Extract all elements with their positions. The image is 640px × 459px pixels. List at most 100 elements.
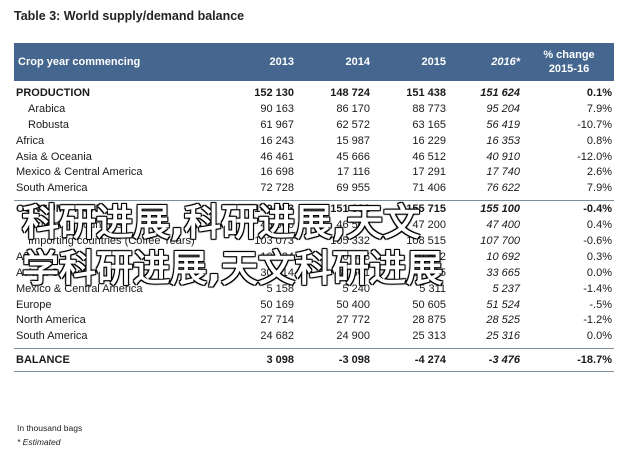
row-label: Asia & Oceania (16, 266, 92, 279)
cell-2014: 105 332 (330, 234, 370, 247)
supply-demand-table: Crop year commencing 2013 2014 2015 2016… (14, 43, 614, 373)
table-bottom-rule (14, 371, 614, 373)
cell-2014: 148 724 (330, 86, 370, 99)
row-label: BALANCE (16, 354, 70, 367)
cell-change: -1.4% (583, 282, 612, 295)
cell-change: -12.0% (577, 150, 612, 163)
cell-2016: 151 624 (480, 86, 520, 99)
table-row: Africa 16 243 15 987 16 229 16 353 0.8% (14, 133, 614, 149)
table-row: North America 27 714 27 772 28 875 28 52… (14, 312, 614, 328)
cell-2013: 30 714 (260, 266, 294, 279)
cell-2016: 47 400 (486, 219, 520, 232)
row-label: South America (16, 182, 88, 195)
cell-change: 2.6% (586, 166, 612, 179)
cell-2013: 72 728 (260, 182, 294, 195)
cell-change: 7.9% (586, 182, 612, 195)
balance-row: BALANCE 3 098 -3 098 -4 274 -3 476 -18.7… (14, 348, 614, 371)
cell-2016: 25 316 (486, 330, 520, 343)
cell-2016: 28 525 (486, 314, 520, 327)
table-row: Robusta 61 967 62 572 63 165 56 419 -10.… (14, 117, 614, 133)
cell-2016: 107 700 (480, 234, 520, 247)
cell-2014: 50 400 (336, 298, 370, 311)
cell-2015: 17 291 (412, 166, 446, 179)
cell-2015: 33 665 (412, 266, 446, 279)
row-label: Europe (16, 298, 52, 311)
cell-change: 0.3% (586, 250, 612, 263)
table-row: Africa 10 524 10 436 10 662 10 692 0.3% (14, 249, 614, 265)
production-row: PRODUCTION 152 130 148 724 151 438 151 6… (14, 85, 614, 101)
cell-2013: 103 073 (254, 234, 294, 247)
cell-2014: -3 098 (338, 354, 370, 367)
cell-2015: 46 512 (412, 150, 446, 163)
cell-2013: 27 714 (260, 314, 294, 327)
table-row: South America 72 728 69 955 71 406 76 62… (14, 180, 614, 196)
row-label: Asia & Oceania (16, 150, 92, 163)
cell-2013: 149 073 (254, 203, 294, 216)
row-label: PRODUCTION (16, 86, 90, 99)
cell-2016: 155 100 (480, 203, 520, 216)
cell-change: -.5% (589, 298, 612, 311)
cell-2016: 33 665 (486, 266, 520, 279)
cell-2015: 25 313 (412, 330, 446, 343)
cell-2014: 27 772 (336, 314, 370, 327)
cell-2013: 61 967 (260, 118, 294, 131)
cell-change: -0.6% (583, 234, 612, 247)
row-label: South America (16, 330, 88, 343)
table-row: Mexico & Central America 16 698 17 116 1… (14, 164, 614, 180)
cell-2015: 155 715 (406, 203, 446, 216)
cell-2014: 32 601 (336, 266, 370, 279)
cell-2015: 50 605 (412, 298, 446, 311)
cell-2013: 10 524 (260, 250, 294, 263)
cell-2015: 28 875 (412, 314, 446, 327)
cell-2016: 10 692 (486, 250, 520, 263)
cell-2013: 16 243 (260, 134, 294, 147)
cell-2014: 15 987 (336, 134, 370, 147)
cell-2015: 47 200 (412, 219, 446, 232)
cell-change: 0.1% (586, 86, 612, 99)
cell-2013: 152 130 (254, 86, 294, 99)
header-2013: 2013 (269, 56, 294, 68)
cell-2015: 108 515 (406, 234, 446, 247)
row-label: Africa (16, 250, 45, 263)
cell-2013: 46 461 (260, 150, 294, 163)
cell-2015: 10 662 (412, 250, 446, 263)
cell-2016: 76 622 (486, 182, 520, 195)
cell-2016: 56 419 (486, 118, 520, 131)
header-change-line2: 2015-16 (548, 63, 590, 75)
cell-2013: 5 158 (266, 282, 294, 295)
table-row: Arabica 90 163 86 170 88 773 95 204 7.9% (14, 101, 614, 117)
cell-2014: 10 436 (336, 250, 370, 263)
cell-2013: 90 163 (260, 102, 294, 115)
cell-2014: 46 500 (336, 219, 370, 232)
header-2014: 2014 (345, 56, 370, 68)
cell-2016: 17 740 (486, 166, 520, 179)
header-change-line1: % change (543, 49, 595, 61)
cell-2014: 24 900 (336, 330, 370, 343)
cell-2014: 69 955 (336, 182, 370, 195)
table-row: Mexico & Central America 5 158 5 240 5 3… (14, 281, 614, 297)
cell-2014: 17 116 (337, 166, 370, 179)
cell-2014: 45 666 (336, 150, 370, 163)
row-label: Africa (16, 134, 45, 147)
cell-2015: 151 438 (406, 86, 446, 99)
row-label: Arabica (28, 102, 66, 115)
cell-2014: 86 170 (336, 102, 370, 115)
header-label: Crop year commencing (18, 56, 141, 68)
cell-change: -1.2% (583, 314, 612, 327)
watermark-text-line2: 学科研进展,天文科研进展 (22, 247, 444, 290)
cell-2014: 62 572 (336, 118, 370, 131)
cell-change: 0.0% (586, 330, 612, 343)
cell-change: -18.7% (577, 354, 612, 367)
cell-2015: 16 229 (412, 134, 446, 147)
table-row: Asia & Oceania 46 461 45 666 46 512 40 9… (14, 149, 614, 165)
row-label: Importing countries (Coffee Years) (28, 234, 195, 247)
row-label: Mexico & Central America (16, 166, 143, 179)
cell-2015: 71 406 (412, 182, 446, 195)
cell-2015: 88 773 (412, 102, 446, 115)
row-label: Mexico & Central America (16, 282, 143, 295)
table-row: Europe 50 169 50 400 50 605 51 524 -.5% (14, 297, 614, 313)
row-label: Robusta (28, 118, 69, 131)
table-row: South America 24 682 24 900 25 313 25 31… (14, 328, 614, 344)
row-label: North America (16, 314, 86, 327)
cell-change: -10.7% (577, 118, 612, 131)
